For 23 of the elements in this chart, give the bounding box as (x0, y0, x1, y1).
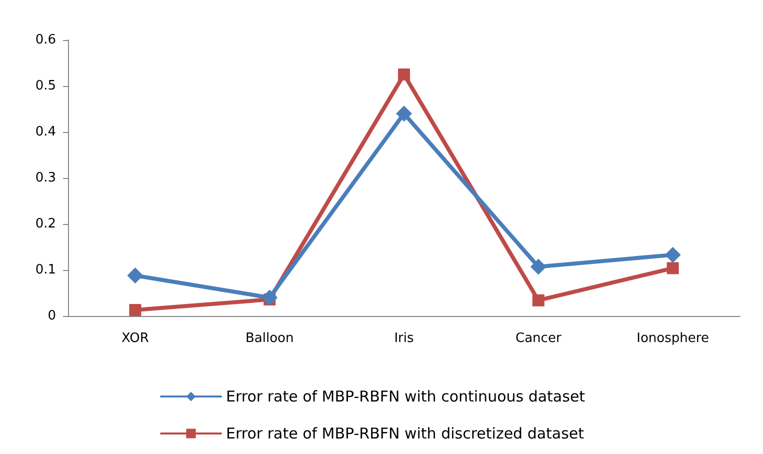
y-tick-label: 0.6 (35, 32, 56, 48)
point (666, 262, 679, 274)
point (664, 246, 681, 263)
point (127, 268, 144, 284)
y-tick-label: 0.5 (35, 78, 56, 94)
point (262, 290, 278, 306)
point (530, 258, 546, 275)
point (532, 294, 544, 306)
point (129, 304, 142, 316)
legend-label: Error rate of MBP-RBFN with discretized dataset (226, 424, 584, 442)
x-tick-label: Ionosphere (636, 331, 709, 346)
x-tick-label: Balloon (245, 331, 294, 346)
y-tick-label: 0.2 (35, 216, 56, 232)
point (396, 106, 412, 122)
legend-label: Error rate of MBP-RBFN with continuous dataset (226, 388, 586, 406)
x-tick-label: Cancer (516, 331, 562, 346)
point (398, 68, 410, 80)
y-tick-label: 0.3 (35, 170, 56, 186)
x-tick-label: Iris (394, 331, 414, 346)
y-tick-label: 0 (48, 308, 56, 324)
y-tick-label: 0.1 (35, 262, 56, 278)
y-tick-label: 0.4 (35, 124, 56, 140)
x-tick-label: XOR (122, 331, 149, 346)
